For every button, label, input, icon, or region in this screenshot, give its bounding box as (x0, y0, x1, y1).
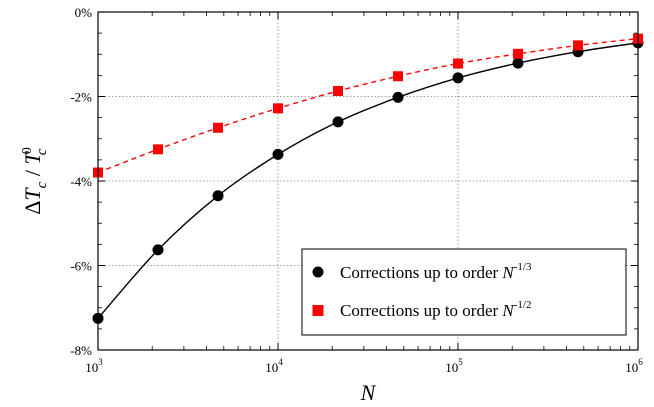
y-tick-label: -4% (70, 174, 92, 189)
y-axis-title-sub2: c (34, 148, 50, 155)
y-axis-title-sup2: 0 (20, 147, 35, 154)
series-2-point (573, 40, 583, 51)
series-2-point (512, 48, 523, 59)
y-tick-label: 0% (75, 5, 93, 20)
series-2-point (273, 103, 283, 114)
legend-marker-series-1 (312, 266, 324, 278)
y-tick-label: -8% (70, 343, 92, 358)
x-tick-label-exp: 5 (458, 357, 463, 367)
series-line-1 (97, 42, 639, 319)
legend-label-series-2-var: N (501, 301, 515, 320)
legend-label-series-1-var: N (501, 263, 515, 282)
series-2-point (213, 122, 224, 133)
y-axis-title: ΔTc / T0c (20, 147, 50, 214)
x-tick-label-exp: 3 (98, 357, 103, 367)
legend: Corrections up to order N-1/3 Correction… (301, 248, 627, 336)
series-layer (92, 33, 644, 324)
legend-box (301, 248, 627, 336)
legend-label-series-2: Corrections up to order N-1/2 (340, 299, 531, 320)
x-tick-label-base: 10 (445, 360, 458, 375)
y-tick-label: -2% (70, 90, 92, 105)
series-line-2 (97, 37, 639, 174)
legend-label-series-2-sup: -1/2 (514, 299, 532, 311)
y-axis-title-delta: Δ (20, 201, 45, 215)
legend-label-series-2-text: Corrections up to order (340, 301, 502, 320)
x-tick-label-base: 10 (625, 360, 638, 375)
x-tick-label: 104 (265, 357, 283, 375)
x-tick-label-exp: 6 (638, 357, 643, 367)
series-2-point (332, 86, 343, 97)
x-tick-label: 106 (625, 357, 643, 375)
x-tick-label-base: 10 (85, 360, 98, 375)
legend-label-series-1-sup: -1/3 (514, 261, 532, 273)
x-axis-title: N (360, 380, 377, 405)
x-tick-label: 105 (445, 357, 463, 375)
series-1-point (332, 116, 344, 128)
series-2-point (393, 71, 404, 82)
y-tick-label: -6% (70, 259, 92, 274)
y-axis-title-t1: T (20, 187, 45, 201)
series-1-point (152, 244, 164, 256)
svg-text:ΔTc / T0c: ΔTc / T0c (20, 147, 50, 214)
series-1-point (272, 148, 284, 160)
y-axis-title-t2: T (20, 151, 45, 165)
series-2-point (453, 58, 463, 69)
legend-marker-series-2 (312, 305, 324, 316)
x-tick-label: 103 (85, 357, 103, 375)
series-1-point (392, 91, 404, 103)
y-axis-title-slash: / (20, 165, 45, 182)
x-tick-label-base: 10 (265, 360, 278, 375)
y-axis-title-sub1: c (34, 181, 50, 188)
series-1-point (212, 190, 224, 202)
legend-label-series-1: Corrections up to order N-1/3 (340, 261, 532, 282)
series-1-point (452, 72, 464, 84)
legend-label-series-1-text: Corrections up to order (340, 263, 502, 282)
series-2-point (152, 144, 163, 155)
x-tick-label-exp: 4 (278, 357, 283, 367)
series-1-point (512, 57, 524, 69)
